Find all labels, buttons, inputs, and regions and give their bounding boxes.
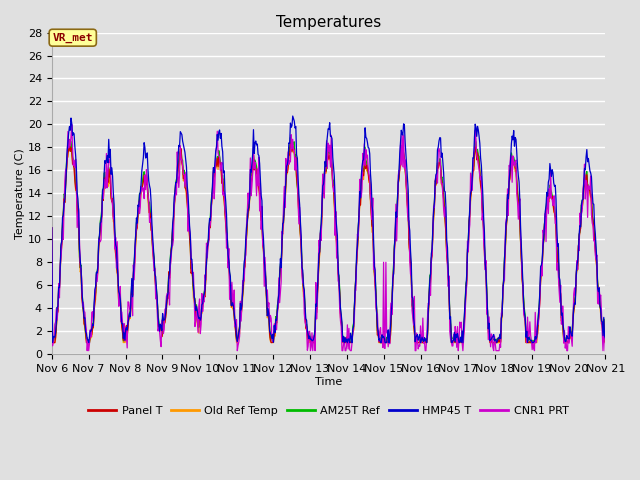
Old Ref Temp bbox=[48, 225, 56, 231]
Panel T bbox=[116, 294, 124, 300]
AM25T Ref bbox=[287, 135, 294, 141]
AM25T Ref bbox=[86, 340, 93, 346]
AM25T Ref bbox=[602, 338, 609, 344]
Text: VR_met: VR_met bbox=[52, 33, 93, 43]
Panel T bbox=[59, 226, 67, 231]
Old Ref Temp bbox=[602, 340, 609, 346]
AM25T Ref bbox=[413, 335, 421, 341]
HMP45 T bbox=[172, 180, 180, 185]
Panel T bbox=[202, 277, 209, 283]
HMP45 T bbox=[48, 225, 56, 231]
HMP45 T bbox=[397, 127, 405, 133]
Title: Temperatures: Temperatures bbox=[276, 15, 381, 30]
AM25T Ref bbox=[201, 286, 209, 291]
CNR1 PRT bbox=[83, 348, 91, 354]
Line: CNR1 PRT: CNR1 PRT bbox=[52, 124, 605, 351]
HMP45 T bbox=[413, 332, 421, 337]
HMP45 T bbox=[58, 239, 65, 244]
AM25T Ref bbox=[58, 239, 65, 245]
Old Ref Temp bbox=[413, 340, 421, 346]
Old Ref Temp bbox=[116, 294, 124, 300]
HMP45 T bbox=[289, 113, 296, 119]
Old Ref Temp bbox=[59, 223, 67, 228]
Old Ref Temp bbox=[49, 340, 56, 346]
Panel T bbox=[413, 340, 421, 346]
AM25T Ref bbox=[172, 180, 180, 185]
Line: Old Ref Temp: Old Ref Temp bbox=[52, 142, 605, 343]
Legend: Panel T, Old Ref Temp, AM25T Ref, HMP45 T, CNR1 PRT: Panel T, Old Ref Temp, AM25T Ref, HMP45 … bbox=[84, 401, 573, 420]
Y-axis label: Temperature (C): Temperature (C) bbox=[15, 148, 25, 239]
CNR1 PRT bbox=[116, 284, 124, 289]
CNR1 PRT bbox=[202, 277, 209, 283]
X-axis label: Time: Time bbox=[315, 377, 342, 386]
HMP45 T bbox=[602, 336, 609, 341]
Panel T bbox=[49, 340, 57, 346]
Panel T bbox=[66, 138, 74, 144]
Line: HMP45 T: HMP45 T bbox=[52, 116, 605, 343]
CNR1 PRT bbox=[48, 225, 56, 231]
Old Ref Temp bbox=[172, 183, 180, 189]
Old Ref Temp bbox=[201, 288, 209, 294]
HMP45 T bbox=[116, 291, 124, 297]
Line: Panel T: Panel T bbox=[52, 141, 605, 343]
Line: AM25T Ref: AM25T Ref bbox=[52, 138, 605, 343]
CNR1 PRT bbox=[602, 348, 609, 354]
Old Ref Temp bbox=[287, 139, 294, 144]
CNR1 PRT bbox=[173, 192, 180, 198]
CNR1 PRT bbox=[413, 338, 421, 344]
HMP45 T bbox=[85, 340, 93, 346]
Panel T bbox=[602, 340, 609, 346]
AM25T Ref bbox=[116, 288, 124, 294]
CNR1 PRT bbox=[68, 121, 76, 127]
AM25T Ref bbox=[48, 225, 56, 231]
CNR1 PRT bbox=[397, 162, 405, 168]
HMP45 T bbox=[201, 288, 209, 293]
Panel T bbox=[173, 180, 180, 186]
AM25T Ref bbox=[397, 151, 405, 157]
CNR1 PRT bbox=[58, 243, 65, 249]
Old Ref Temp bbox=[397, 155, 405, 160]
Panel T bbox=[48, 225, 56, 231]
Panel T bbox=[397, 150, 405, 156]
